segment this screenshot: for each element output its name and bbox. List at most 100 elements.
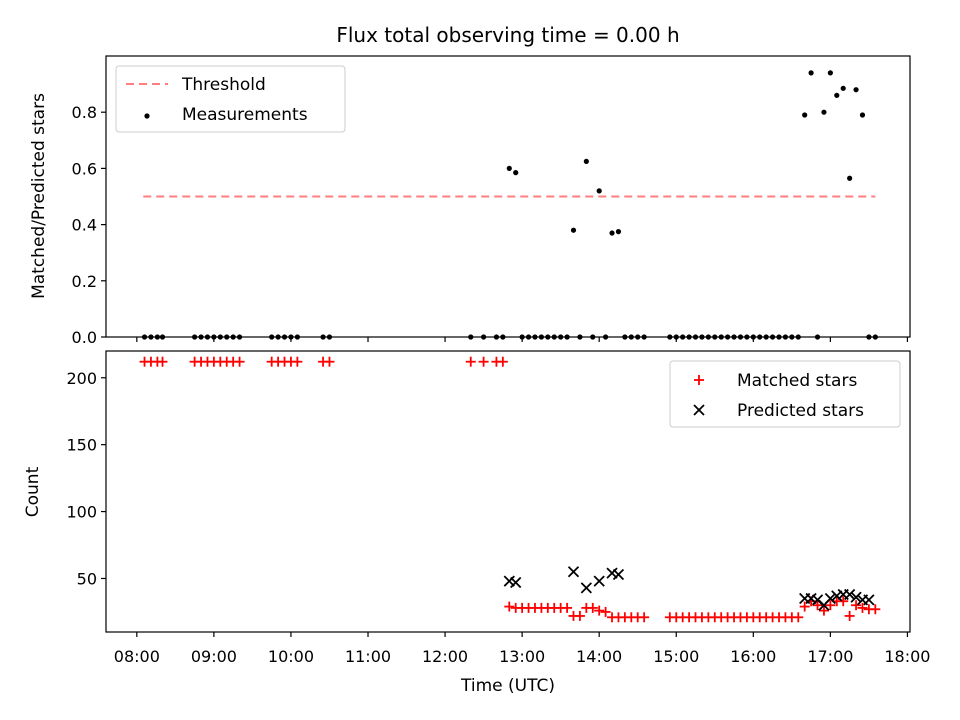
top-y-tick-label: 0.0 — [72, 328, 97, 347]
measurement-point — [827, 70, 833, 76]
measurement-point — [686, 334, 692, 340]
measurement-point — [635, 334, 641, 340]
measurement-point — [590, 334, 596, 340]
predicted-star-point — [567, 566, 580, 578]
predicted-star-point — [580, 582, 592, 594]
bottom-y-axis-label: Count — [23, 466, 43, 517]
measurement-point — [622, 334, 628, 340]
top-legend: Threshold Measurements — [115, 65, 346, 133]
top-y-tick-label: 0.2 — [72, 272, 97, 291]
bottom-legend: Matched stars Predicted stars — [669, 360, 901, 428]
measurement-point — [680, 334, 686, 340]
measurement-point — [538, 334, 544, 340]
measurement-point — [718, 334, 724, 340]
chart-title: Flux total observing time = 0.00 h — [336, 23, 679, 47]
measurement-point — [275, 334, 281, 340]
measurement-point — [795, 334, 801, 340]
measurement-point — [872, 334, 878, 340]
matched-star-point — [812, 600, 823, 611]
measurement-point — [596, 188, 602, 194]
measurement-point — [217, 334, 223, 340]
matched-star-point — [157, 356, 168, 367]
measurement-point — [847, 175, 853, 181]
measurement-point — [705, 334, 711, 340]
x-tick-label: 16:00 — [730, 647, 776, 666]
bottom-panel: 50 100 150 200 08:00 09:00 10:00 11:00 12:00 13:0… — [66, 350, 930, 666]
matched-star-point — [793, 612, 804, 623]
measurement-point — [673, 334, 679, 340]
measurement-point — [776, 334, 782, 340]
legend-measurements-label: Measurements — [182, 105, 308, 125]
measurement-point — [853, 87, 859, 93]
matched-star-point — [818, 605, 829, 616]
x-axis-label: Time (UTC) — [460, 676, 555, 696]
measurement-point — [198, 334, 204, 340]
matched-star-point — [587, 602, 598, 613]
measurement-point — [525, 334, 532, 340]
matched-star-point — [639, 612, 650, 623]
measurement-point — [192, 334, 198, 340]
measurement-point — [506, 165, 512, 171]
measurement-point — [712, 334, 718, 340]
measurement-point — [236, 334, 243, 340]
measurement-point — [545, 334, 551, 340]
measurement-point — [859, 112, 866, 118]
predicted-star-point — [863, 594, 875, 606]
matched-star-point — [562, 602, 573, 613]
top-y-tick-label: 0.4 — [72, 216, 97, 235]
matched-star-point — [465, 356, 476, 367]
measurement-point — [731, 334, 737, 340]
matched-star-point — [234, 356, 245, 367]
measurement-point — [468, 334, 474, 340]
measurement-point — [808, 70, 814, 76]
matched-star-point — [324, 356, 335, 367]
measurement-point — [159, 334, 166, 340]
x-tick-label: 12:00 — [422, 647, 468, 666]
measurement-point — [866, 334, 872, 340]
measurement-point — [288, 334, 294, 340]
measurement-point — [500, 334, 506, 340]
measurement-point — [725, 334, 731, 340]
matched-star-point — [600, 606, 611, 617]
matched-star-point — [825, 600, 836, 611]
measurement-point — [814, 334, 821, 340]
matched-star-point — [838, 596, 849, 607]
x-tick-label: 14:00 — [576, 647, 622, 666]
matched-star-point — [292, 356, 303, 367]
measurement-point — [821, 109, 827, 115]
measurement-point — [750, 334, 756, 340]
predicted-star-point — [843, 588, 856, 601]
x-tick-label: 08:00 — [114, 647, 160, 666]
matched-star-point — [870, 604, 881, 615]
measurement-point — [757, 334, 763, 340]
predicted-star-point — [824, 592, 837, 605]
measurement-point — [204, 334, 211, 340]
x-tick-label: 15:00 — [653, 647, 699, 666]
matched-star-point — [594, 605, 605, 616]
matched-star-point — [857, 602, 868, 613]
measurement-point — [148, 334, 154, 340]
matched-star-point — [574, 610, 585, 621]
measurement-point — [699, 334, 705, 340]
bottom-legend-box — [669, 360, 901, 428]
measurement-point — [802, 112, 808, 118]
measurement-point — [737, 334, 744, 340]
x-tick-label: 11:00 — [345, 647, 391, 666]
measurement-point — [230, 334, 236, 340]
measurement-point — [789, 334, 795, 340]
measurement-point — [744, 334, 750, 340]
bottom-plot-frame — [105, 350, 911, 633]
predicted-star-point — [510, 576, 522, 589]
measurement-point — [211, 334, 217, 340]
measurement-point — [583, 158, 589, 164]
measurement-point — [480, 334, 487, 340]
measurement-point — [603, 334, 609, 340]
x-tick-label: 10:00 — [268, 647, 314, 666]
top-y-tick-label: 0.6 — [72, 159, 97, 178]
matched-star-point — [478, 356, 489, 367]
measurement-point — [609, 230, 615, 236]
measurement-point — [320, 334, 326, 340]
bottom-y-tick-label: 150 — [66, 436, 97, 455]
bottom-y-tick-label: 50 — [77, 569, 97, 588]
x-tick-label: 17:00 — [807, 647, 853, 666]
